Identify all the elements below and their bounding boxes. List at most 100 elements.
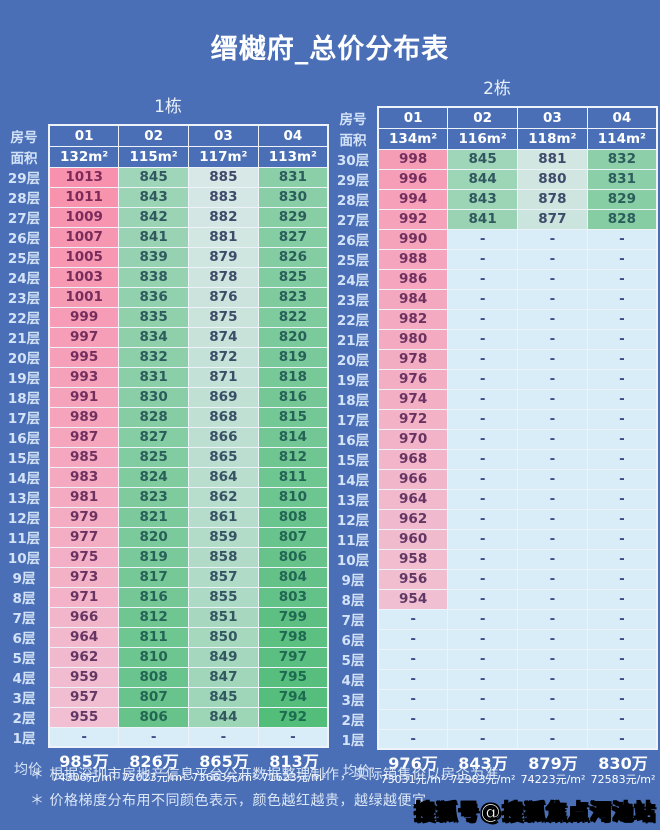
average-total-price: 985万 [59,752,109,771]
average-total-price: 843万 [458,754,508,773]
empty-price-cell: - [517,728,588,750]
page-title: 缙樾府_总价分布表 [210,34,450,65]
empty-price-cell: - [517,408,588,430]
floor-row: 24层 986- - - [336,268,658,290]
price-cell: 980 [377,328,449,350]
price-cell: 820 [257,326,329,348]
price-cell: 847 [188,666,259,688]
price-cell: 843 [447,188,518,210]
empty-price-cell: - [517,548,588,570]
price-cell: 806 [118,706,189,728]
empty-price-cell: - [586,728,658,750]
price-cell: 812 [118,606,189,628]
floor-row: 23层 1001 836 876 823 [7,286,329,308]
empty-price-cell: - [586,368,658,390]
floor-label-cell: 25层 [336,253,370,269]
price-cell: 997 [48,326,120,348]
floor-label-cell: 20层 [336,353,370,369]
area-cell: 132m² [48,145,120,168]
empty-price-cell: - [257,726,329,748]
price-cell: 849 [188,646,259,668]
price-cell: 812 [257,446,329,468]
floor-row: 26层 990- - - [336,228,658,250]
floor-label-cell: 11层 [336,533,370,549]
price-cell: 871 [188,366,259,388]
empty-price-cell: - [377,648,449,670]
price-cell: 828 [586,208,658,230]
floor-label-cell: 15层 [7,451,41,467]
unit-header-cell: 01 [377,106,449,129]
price-cell: 962 [377,508,449,530]
floor-row: 25层 988- - - [336,248,658,270]
floor-row: 19层 976- - - [336,368,658,390]
floor-label-cell: 19层 [336,373,370,389]
average-price-label: 均价 [14,761,42,778]
unit-header-row: 房号 01 02 03 04 [7,124,329,147]
floor-row: 8层 954- - - [336,588,658,610]
floor-label-cell: 22层 [336,313,370,329]
floor-row: 29层 996 844 880 831 [336,168,658,190]
floor-label-cell: 7层 [12,611,36,627]
floor-row: 15层 968- - - [336,448,658,470]
price-cell: 834 [118,326,189,348]
empty-price-cell: - [586,468,658,490]
floor-label-cell: 22层 [7,311,41,327]
price-cell: 794 [257,686,329,708]
average-total-price: 826万 [129,752,179,771]
floor-row: 18层 974- - - [336,388,658,410]
floor-row: 4层 959 808 847 795 [7,666,329,688]
price-cell: 976 [377,368,449,390]
price-cell: 977 [48,526,120,548]
average-total-price: 976万 [388,754,438,773]
price-cell: 869 [188,386,259,408]
price-cell: 831 [118,366,189,388]
empty-price-cell: - [377,608,449,630]
price-cell: 845 [447,148,518,170]
price-cell: 819 [257,346,329,368]
unit-header-row: 房号 01 02 03 04 [336,106,658,129]
floor-row: 21层 980- - - [336,328,658,350]
area-cell: 116m² [447,127,518,150]
price-cell: 972 [377,408,449,430]
floor-row: 14层 966- - - [336,468,658,490]
unit-header-cell: 01 [48,124,120,147]
price-cell: 996 [377,168,449,190]
price-cell: 957 [48,686,120,708]
price-cell: 844 [447,168,518,190]
empty-price-cell: - [586,668,658,690]
price-cell: 810 [118,646,189,668]
price-cell: 958 [377,548,449,570]
empty-price-cell: - [517,628,588,650]
empty-price-cell: - [447,688,518,710]
price-cell: 857 [188,566,259,588]
average-unit-price: 72983元/m² [450,773,516,786]
empty-price-cell: - [517,328,588,350]
price-cell: 823 [257,286,329,308]
price-cell: 827 [118,426,189,448]
empty-price-cell: - [447,728,518,750]
average-unit-price: 74306元/m² [51,771,117,784]
empty-price-cell: - [517,288,588,310]
price-cell: 959 [48,666,120,688]
price-cell: 823 [118,486,189,508]
unit-header-cell: 04 [586,106,658,129]
price-cell: 862 [188,486,259,508]
empty-price-cell: - [586,708,658,730]
floor-row: 22层 999 835 875 822 [7,306,329,328]
empty-price-cell: - [586,268,658,290]
floor-row: 2层 - - - - [336,708,658,730]
floor-row: 7层 966 812 851 799 [7,606,329,628]
floor-row: 30层 998 845 881 832 [336,148,658,170]
corner-label: 房号 [339,111,367,128]
price-cell: 964 [48,626,120,648]
empty-price-cell: - [517,308,588,330]
empty-price-cell: - [517,468,588,490]
price-cell: 883 [188,186,259,208]
price-cell: 986 [377,268,449,290]
price-cell: 879 [188,246,259,268]
price-cell: 832 [586,148,658,170]
empty-price-cell: - [517,528,588,550]
floor-row: 8层 971 816 855 803 [7,586,329,608]
floor-row: 24层 1003 838 878 825 [7,266,329,288]
floor-row: 15层 985 825 865 812 [7,446,329,468]
